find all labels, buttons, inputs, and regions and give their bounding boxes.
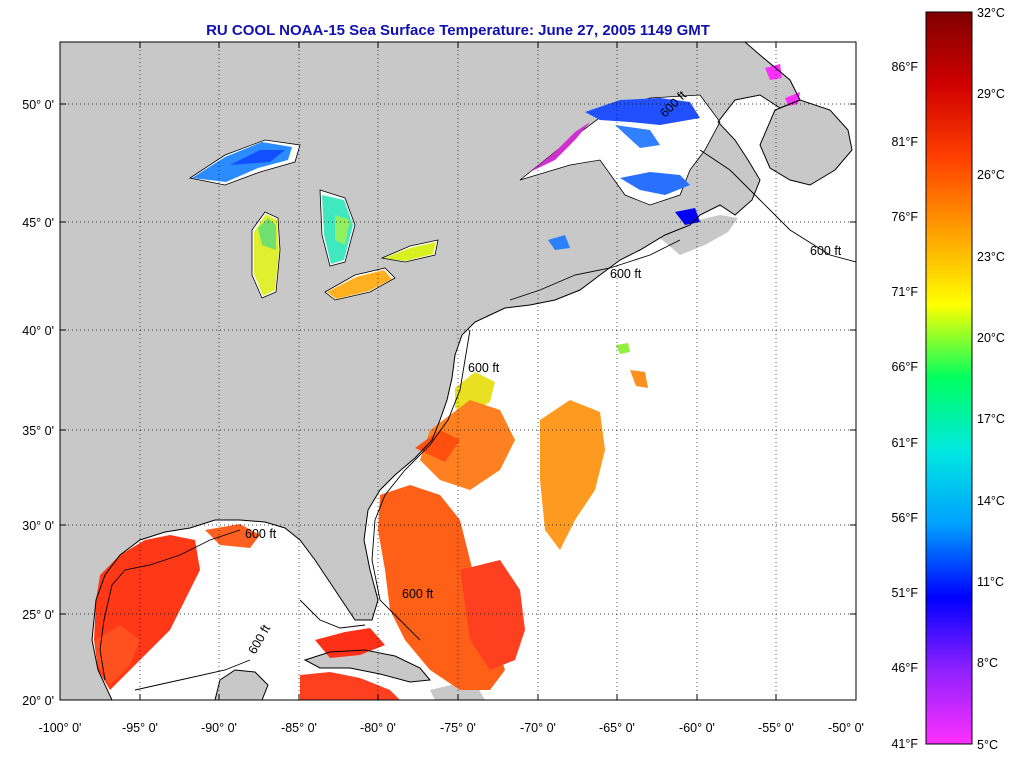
fahrenheit-label: 51°F bbox=[891, 586, 918, 600]
contour-label: 600 ft bbox=[245, 527, 277, 541]
sargasso-sst bbox=[540, 400, 605, 550]
lon-label: -90° 0' bbox=[201, 721, 237, 735]
lon-label: -55° 0' bbox=[758, 721, 794, 735]
map-title: RU COOL NOAA-15 Sea Surface Temperature:… bbox=[206, 22, 710, 39]
bahamas-sst bbox=[460, 560, 525, 670]
lake-superior-sst-cold bbox=[230, 150, 285, 165]
lat-label: 45° 0' bbox=[22, 216, 54, 230]
lat-label: 20° 0' bbox=[22, 694, 54, 708]
gulf-stream-sst bbox=[420, 400, 515, 490]
lon-label: -100° 0' bbox=[39, 721, 82, 735]
celsius-label: 26°C bbox=[977, 168, 1005, 182]
st-lawrence-sst-2 bbox=[615, 125, 660, 148]
lake-erie-sst bbox=[327, 270, 392, 299]
longitude-labels: -100° 0' -95° 0' -90° 0' -85° 0' -80° 0'… bbox=[39, 721, 864, 735]
lon-label: -50° 0' bbox=[828, 721, 864, 735]
latitude-labels: 50° 0' 45° 0' 40° 0' 35° 0' 30° 0' 25° 0… bbox=[22, 98, 54, 708]
axis-ticks bbox=[59, 42, 857, 701]
lake-michigan-sst-mid bbox=[258, 218, 276, 250]
lon-label: -70° 0' bbox=[520, 721, 556, 735]
newfoundland-sst bbox=[765, 64, 782, 80]
cape-cod-patch bbox=[616, 343, 630, 354]
celsius-label: 23°C bbox=[977, 250, 1005, 264]
fahrenheit-label: 66°F bbox=[891, 360, 918, 374]
lon-label: -80° 0' bbox=[360, 721, 396, 735]
fahrenheit-label: 71°F bbox=[891, 285, 918, 299]
contour-label: 600 ft bbox=[810, 244, 842, 258]
celsius-label: 32°C bbox=[977, 6, 1005, 20]
lake-ontario-sst bbox=[384, 242, 436, 261]
lat-label: 50° 0' bbox=[22, 98, 54, 112]
gulf-mexico-sst-2 bbox=[95, 625, 140, 685]
graticule bbox=[60, 42, 856, 700]
fahrenheit-label: 41°F bbox=[891, 737, 918, 751]
isobath-contours bbox=[99, 149, 856, 691]
lon-label: -65° 0' bbox=[599, 721, 635, 735]
celsius-label: 11°C bbox=[977, 575, 1004, 589]
lat-label: 30° 0' bbox=[22, 519, 54, 533]
offshore-patch bbox=[630, 370, 648, 388]
celsius-label: 8°C bbox=[977, 656, 998, 670]
nova-scotia-land bbox=[660, 215, 738, 255]
north-america-land bbox=[60, 42, 800, 700]
fahrenheit-label: 46°F bbox=[891, 661, 918, 675]
fahrenheit-label: 76°F bbox=[891, 210, 918, 224]
fahrenheit-label: 81°F bbox=[891, 135, 918, 149]
estuary-sst bbox=[530, 122, 590, 172]
caribbean-sst bbox=[300, 672, 400, 700]
celsius-label: 20°C bbox=[977, 331, 1005, 345]
colorbar-gradient bbox=[925, 11, 973, 745]
fahrenheit-label: 61°F bbox=[891, 436, 918, 450]
lon-label: -75° 0' bbox=[440, 721, 476, 735]
celsius-label: 29°C bbox=[977, 87, 1005, 101]
coastline bbox=[91, 42, 853, 700]
lat-label: 35° 0' bbox=[22, 424, 54, 438]
gulf-sst-south bbox=[620, 172, 690, 195]
lon-label: -60° 0' bbox=[679, 721, 715, 735]
fahrenheit-label: 86°F bbox=[891, 60, 918, 74]
fahrenheit-label: 56°F bbox=[891, 511, 918, 525]
colorbar-fahrenheit-labels: 86°F 81°F 76°F 71°F 66°F 61°F 56°F 51°F … bbox=[891, 60, 918, 751]
contour-label: 600 ft bbox=[468, 361, 500, 375]
celsius-label: 14°C bbox=[977, 494, 1005, 508]
yucatan-land bbox=[215, 670, 268, 700]
contour-label: 600 ft bbox=[402, 587, 434, 601]
lat-label: 40° 0' bbox=[22, 324, 54, 338]
st-lawrence-sst bbox=[585, 98, 700, 125]
lake-huron-sst-warm bbox=[335, 215, 350, 245]
newfoundland-sst-2 bbox=[785, 92, 800, 106]
celsius-label: 5°C bbox=[977, 738, 998, 752]
gulf-stream-sst-hot bbox=[415, 430, 460, 462]
lon-label: -95° 0' bbox=[122, 721, 158, 735]
lon-label: -85° 0' bbox=[281, 721, 317, 735]
contour-label: 600 ft bbox=[610, 267, 642, 281]
maine-sst bbox=[548, 235, 570, 250]
newfoundland-land bbox=[760, 100, 852, 185]
celsius-label: 17°C bbox=[977, 412, 1005, 426]
colorbar-celsius-labels: 32°C 29°C 26°C 23°C 20°C 17°C 14°C 11°C … bbox=[977, 6, 1005, 752]
sst-data-patches bbox=[94, 64, 800, 700]
lat-label: 25° 0' bbox=[22, 608, 54, 622]
